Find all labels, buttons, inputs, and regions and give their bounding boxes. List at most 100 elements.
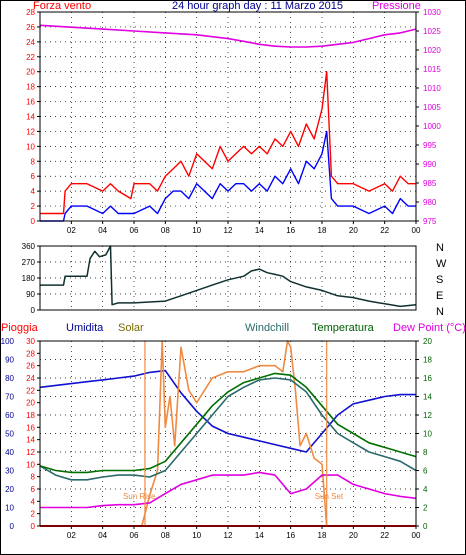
panel2-ytick-label-1: 90 [26, 290, 35, 299]
panel1-rtick-label-10: 1025 [423, 27, 441, 36]
panel1-xtick-label-4: 10 [192, 226, 201, 235]
panel3-xtick-label-9: 20 [349, 531, 358, 540]
panel1-ytick-label-7: 14 [26, 113, 35, 122]
panel3-rain-tick-6: 12 [26, 448, 35, 457]
panel1-rtick-label-0: 975 [423, 217, 437, 226]
panel1-xtick-label-1: 04 [98, 226, 107, 235]
panel3-xtick-label-1: 04 [98, 531, 107, 540]
panel2-ytick-label-2: 180 [22, 274, 36, 283]
panel1-ytick-label-5: 10 [26, 142, 35, 151]
panel3-rain-tick-3: 6 [31, 485, 36, 494]
panel1-ytick-label-3: 6 [31, 172, 36, 181]
panel2-plot-area [39, 245, 417, 311]
panel3-temp-tick-4: 8 [423, 448, 428, 457]
panel3-temp-tick-3: 6 [423, 467, 428, 476]
panel3-rain-tick-4: 8 [31, 473, 36, 482]
panel2-compass-label-3: E [436, 290, 443, 302]
panel1-xtick-label-7: 16 [286, 226, 295, 235]
panel3-rain-tick-15: 30 [26, 337, 35, 346]
panel3-rain-tick-5: 10 [26, 460, 35, 469]
panel3-xtick-label-3: 08 [161, 531, 170, 540]
panel1-xtick-label-2: 06 [130, 226, 139, 235]
panel3-xtick-label-2: 06 [130, 531, 139, 540]
panel3-humidity-tick-3: 30 [5, 467, 14, 476]
pressure-axis-title: Pressione [372, 0, 421, 12]
panel3-series-temperatura [39, 372, 417, 474]
panel1-rtick-label-2: 985 [423, 179, 437, 188]
panel1-rtick-label-7: 1010 [423, 84, 441, 93]
panel3-xtick-label-11: 00 [412, 531, 421, 540]
sunset-label: Sun Set [315, 492, 344, 501]
panel3-rain-tick-13: 26 [26, 362, 35, 371]
panel3-humidity-tick-1: 10 [5, 504, 14, 513]
panel3-xtick-label-0: 02 [67, 531, 76, 540]
panel3-humidity-tick-5: 50 [5, 430, 14, 439]
panel3-temp-tick-6: 12 [423, 411, 432, 420]
panel3-rain-tick-2: 4 [31, 497, 36, 506]
panel1-series-vento [40, 130, 416, 222]
panel3-humidity-tick-2: 20 [5, 485, 14, 494]
panel1-ytick-label-4: 8 [31, 157, 36, 166]
panel1-ytick-label-11: 22 [26, 53, 35, 62]
panel3-xtick-label-10: 22 [380, 531, 389, 540]
dewpoint-legend-label: Dew Point (°C) [393, 322, 466, 334]
panel1-series-raffica [40, 70, 416, 215]
panel3-xtick-label-7: 16 [286, 531, 295, 540]
panel2-compass-label-2: S [436, 274, 443, 286]
panel3-humidity-tick-9: 90 [5, 356, 14, 365]
panel3-rain-tick-10: 20 [26, 399, 35, 408]
panel3-rain-tick-1: 2 [31, 510, 36, 519]
panel3-temp-tick-2: 4 [423, 485, 428, 494]
panel3-rain-tick-11: 22 [26, 386, 35, 395]
panel1-xtick-label-5: 12 [224, 226, 233, 235]
panel2-ytick-label-3: 270 [22, 258, 36, 267]
panel1-xtick-label-8: 18 [318, 226, 327, 235]
panel1-ytick-label-8: 16 [26, 98, 35, 107]
panel2-series-direction [40, 245, 417, 308]
wind-axis-title: Forza vento [33, 0, 92, 12]
panel3-temp-tick-1: 2 [423, 504, 428, 513]
panel3-humidity-tick-0: 0 [10, 522, 15, 531]
windchill-legend-label: Windchill [245, 322, 290, 334]
panel3-rain-tick-9: 18 [26, 411, 35, 420]
panel2-ytick-label-4: 360 [22, 242, 36, 251]
panel3-series-solar [40, 340, 416, 527]
panel1-rtick-label-6: 1005 [423, 103, 441, 112]
panel1-xtick-label-9: 20 [349, 226, 358, 235]
panel1-rtick-label-4: 995 [423, 141, 437, 150]
panel3-humidity-tick-8: 80 [5, 374, 14, 383]
panel1-rtick-label-9: 1020 [423, 46, 441, 55]
panel1-ytick-label-9: 18 [26, 83, 35, 92]
temperature-legend-label: Temperatura [312, 322, 374, 334]
solar-legend-label: Solar [118, 322, 144, 334]
panel3-rain-tick-8: 16 [26, 423, 35, 432]
panel3-xtick-label-8: 18 [318, 531, 327, 540]
panel1-ytick-label-14: 28 [26, 8, 35, 17]
panel1-plot-area [39, 11, 417, 222]
panel1-xtick-label-6: 14 [255, 226, 264, 235]
panel3-rain-tick-7: 14 [26, 436, 35, 445]
panel3-rain-tick-0: 0 [31, 522, 36, 531]
panel1-xtick-label-11: 00 [412, 226, 421, 235]
panel1-ytick-label-2: 4 [31, 187, 36, 196]
panel3-temp-tick-5: 10 [423, 430, 432, 439]
panel1-rtick-label-1: 980 [423, 198, 437, 207]
rain-legend-label: Pioggia [1, 322, 38, 334]
panel1-ytick-label-13: 26 [26, 23, 35, 32]
panel3-temp-tick-7: 14 [423, 393, 432, 402]
panel3-xtick-label-5: 12 [224, 531, 233, 540]
panel3-rain-tick-14: 28 [26, 349, 35, 358]
panel3-xtick-label-6: 14 [255, 531, 264, 540]
panel1-rtick-label-8: 1015 [423, 65, 441, 74]
panel3-humidity-tick-6: 60 [5, 411, 14, 420]
panel1-ytick-label-6: 12 [26, 127, 35, 136]
panel3-xtick-label-4: 10 [192, 531, 201, 540]
panel1-xtick-label-3: 08 [161, 226, 170, 235]
panel1-ytick-label-12: 24 [26, 38, 35, 47]
panel1-ytick-label-10: 20 [26, 68, 35, 77]
chart-title: 24 hour graph day : 11 Marzo 2015 [172, 0, 344, 12]
panel3-series-windchill [39, 377, 417, 481]
panel1-series-pressione [39, 24, 417, 48]
panel1-rtick-label-5: 1000 [423, 122, 441, 131]
